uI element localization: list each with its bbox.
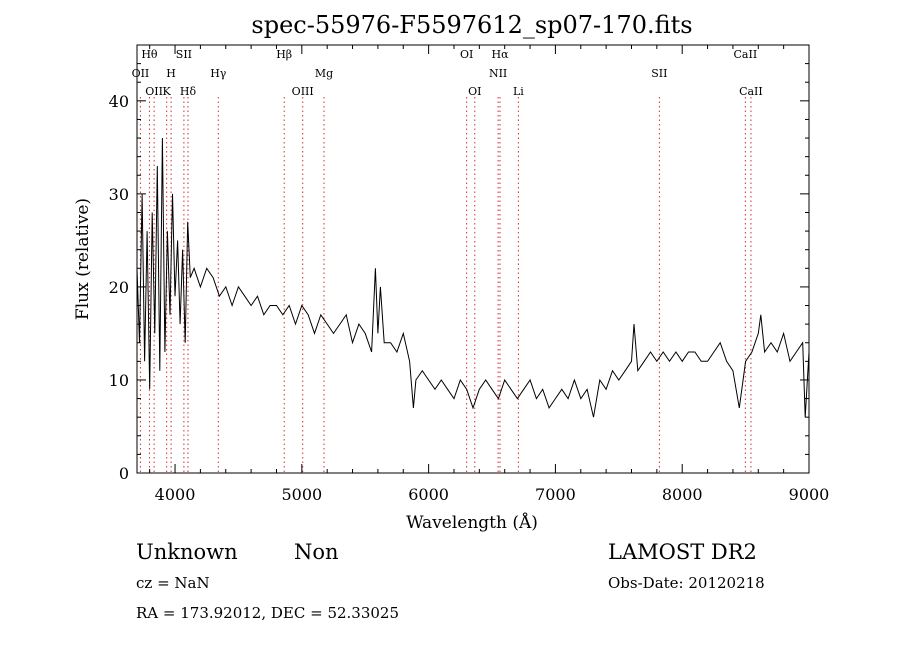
line-marker-label: OI: [468, 85, 481, 98]
line-marker-label: OII: [145, 85, 163, 98]
line-marker-label: Mg: [315, 67, 333, 80]
line-marker-label: CaII: [739, 85, 763, 98]
plot-frame: [136, 44, 810, 474]
line-marker-label: SII: [651, 67, 667, 80]
y-axis-label: Flux (relative): [73, 198, 93, 320]
subclass-label: Non: [294, 540, 339, 564]
y-tick-label: 10: [109, 371, 129, 390]
y-axis: 0 10 20 30 40: [109, 63, 809, 483]
y-tick-label: 30: [109, 185, 129, 204]
line-marker-label: SII: [176, 48, 192, 61]
line-marker-label: Hγ: [210, 67, 227, 80]
y-tick-label: 40: [109, 92, 129, 111]
spectrum-line: [136, 137, 810, 418]
chart-title: spec-55976-F5597612_sp07-170.fits: [251, 11, 692, 39]
line-marker-label: NII: [489, 67, 507, 80]
line-marker-label: Hδ: [180, 85, 197, 98]
line-marker-label: Hα: [491, 48, 509, 61]
line-marker-label: OII: [132, 67, 150, 80]
x-tick-label: 5000: [281, 485, 322, 504]
line-marker-label: OI: [460, 48, 473, 61]
line-marker-label: K: [163, 85, 172, 98]
line-marker-label: Hθ: [141, 48, 158, 61]
y-tick-label: 20: [109, 278, 129, 297]
x-axis-label: Wavelength (Å): [406, 512, 538, 533]
spectrum-series: [136, 137, 810, 418]
line-marker-label: CaII: [734, 48, 758, 61]
x-axis: 4000 5000 6000 7000 8000 9000: [149, 45, 830, 504]
line-marker-label: Hβ: [276, 48, 292, 61]
x-tick-label: 9000: [789, 485, 830, 504]
class-label: Unknown: [136, 540, 238, 564]
line-marker-label: Li: [513, 85, 524, 98]
y-tick-label: 0: [119, 464, 129, 483]
line-marker-label: OIII: [292, 85, 314, 98]
redshift-label: cz = NaN: [136, 574, 210, 592]
x-tick-label: 8000: [662, 485, 703, 504]
x-tick-label: 4000: [155, 485, 196, 504]
coordinates-label: RA = 173.92012, DEC = 52.33025: [136, 604, 400, 622]
x-tick-label: 7000: [535, 485, 576, 504]
line-marker-label: H: [166, 67, 176, 80]
x-tick-label: 6000: [408, 485, 449, 504]
obs-date-label: Obs-Date: 20120218: [608, 574, 765, 592]
survey-label: LAMOST DR2: [608, 540, 757, 564]
